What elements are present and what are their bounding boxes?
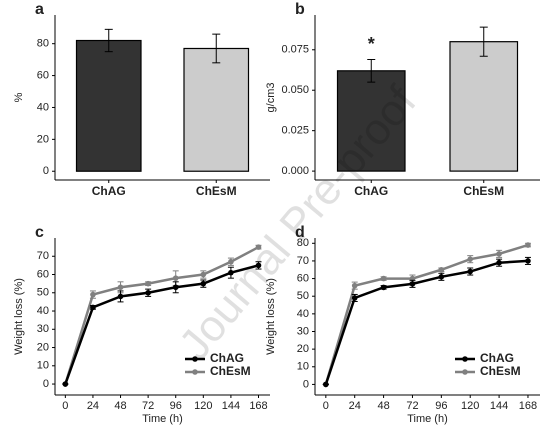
panel-label: b <box>295 1 305 18</box>
y-tick-label: 70 <box>297 255 309 267</box>
y-tick-label: 10 <box>37 360 49 372</box>
y-tick-label: 20 <box>297 343 309 355</box>
x-tick-label: ChEsM <box>196 184 237 198</box>
x-tick-label: ChAG <box>354 184 388 198</box>
x-tick-label: 96 <box>170 400 182 412</box>
y-tick-label: 0 <box>43 378 49 390</box>
legend-label: ChEsM <box>480 364 521 378</box>
x-axis-label: Time (h) <box>407 413 448 425</box>
series-line <box>64 264 259 385</box>
panel-label: c <box>35 224 44 241</box>
y-tick-label: 60 <box>37 69 49 81</box>
x-tick-label: 168 <box>249 400 267 412</box>
x-tick-label: 48 <box>114 400 126 412</box>
legend-label: ChAG <box>210 351 244 365</box>
y-tick-label: 80 <box>37 38 49 50</box>
y-tick-label: 0.000 <box>281 165 309 177</box>
bar <box>75 39 142 172</box>
x-tick-label: ChEsM <box>463 184 504 198</box>
y-tick-label: 20 <box>37 341 49 353</box>
y-tick-label: 0.050 <box>281 84 309 96</box>
y-tick-label: 40 <box>297 308 309 320</box>
panel-label: d <box>295 224 305 241</box>
x-tick-label: 0 <box>62 400 68 412</box>
y-tick-label: 30 <box>37 323 49 335</box>
y-tick-label: 50 <box>37 287 49 299</box>
legend-label: ChAG <box>480 351 514 365</box>
y-tick-label: 30 <box>297 325 309 337</box>
panel-label: a <box>35 1 44 18</box>
bar <box>449 41 519 172</box>
x-tick-label: 24 <box>87 400 99 412</box>
y-tick-label: 80 <box>297 237 309 249</box>
y-axis-label: g/cm3 <box>265 83 277 113</box>
y-tick-label: 0 <box>303 378 309 390</box>
y-tick-label: 60 <box>37 268 49 280</box>
y-tick-label: 10 <box>297 361 309 373</box>
annotation: * <box>368 34 375 54</box>
x-tick-label: ChAG <box>92 184 126 198</box>
series-line <box>324 243 529 385</box>
y-tick-label: 0.075 <box>281 44 309 56</box>
x-tick-label: 48 <box>377 400 389 412</box>
bar <box>183 47 250 172</box>
x-axis-label: Time (h) <box>142 413 183 425</box>
x-tick-label: 24 <box>349 400 361 412</box>
x-tick-label: 72 <box>406 400 418 412</box>
y-axis-label: Weight loss (%) <box>265 278 277 355</box>
x-tick-label: 72 <box>142 400 154 412</box>
y-tick-label: 40 <box>37 305 49 317</box>
x-tick-label: 168 <box>519 400 537 412</box>
y-tick-label: 20 <box>37 133 49 145</box>
y-tick-label: 70 <box>37 250 49 262</box>
x-tick-label: 0 <box>323 400 329 412</box>
y-tick-label: 40 <box>37 101 49 113</box>
series-line <box>64 246 260 385</box>
x-tick-label: 120 <box>194 400 212 412</box>
legend-label: ChEsM <box>210 364 251 378</box>
y-axis-label: % <box>13 92 25 102</box>
x-tick-label: 120 <box>461 400 479 412</box>
x-tick-label: 144 <box>222 400 240 412</box>
y-tick-label: 0.025 <box>281 125 309 137</box>
series-line <box>324 259 529 385</box>
y-tick-label: 0 <box>43 165 49 177</box>
bar <box>336 70 406 172</box>
y-axis-label: Weight loss (%) <box>13 278 25 355</box>
y-tick-label: 50 <box>297 290 309 302</box>
x-tick-label: 96 <box>435 400 447 412</box>
y-tick-label: 60 <box>297 272 309 284</box>
x-tick-label: 144 <box>490 400 508 412</box>
